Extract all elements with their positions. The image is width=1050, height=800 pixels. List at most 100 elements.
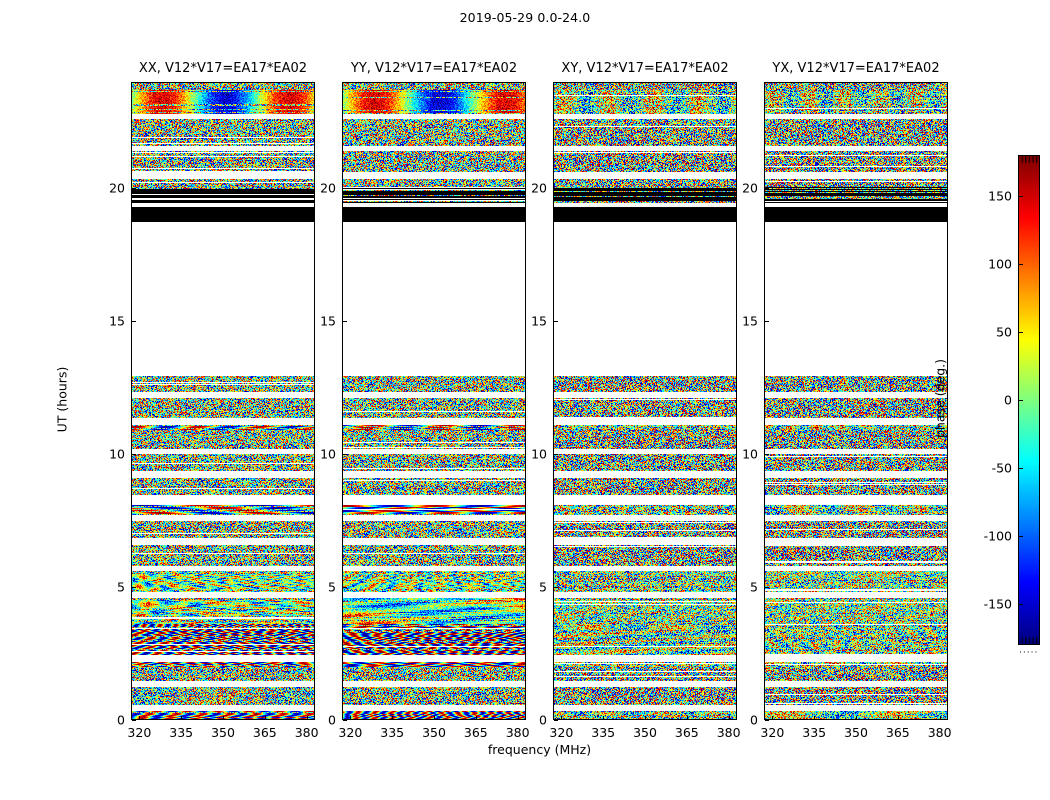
phase-waterfall-xx xyxy=(131,82,315,720)
y-tick-mark xyxy=(343,454,347,456)
x-tick-label: 320 xyxy=(127,725,152,740)
x-tick-label: 335 xyxy=(802,725,827,740)
panel-title-yx: YX, V12*V17=EA17*EA02 xyxy=(772,61,940,76)
x-tick-mark xyxy=(434,716,435,720)
y-tick-label: 15 xyxy=(320,313,336,329)
y-tick-mark xyxy=(554,188,558,190)
y-tick-mark xyxy=(343,587,347,589)
x-tick-mark xyxy=(856,716,857,720)
y-tick-label: 0 xyxy=(117,712,125,728)
colorbar-tick-mark xyxy=(1018,263,1023,265)
y-tick-label: 0 xyxy=(750,712,758,728)
y-tick-label: 20 xyxy=(109,180,125,196)
heatmap-panel-xx[interactable]: XX, V12*V17=EA17*EA02 xyxy=(131,61,315,720)
y-tick-mark xyxy=(343,321,347,323)
x-tick-label: 380 xyxy=(927,725,952,740)
x-tick-mark xyxy=(264,716,266,720)
y-tick-mark xyxy=(765,587,769,589)
x-tick-mark xyxy=(350,716,352,720)
x-tick-label: 335 xyxy=(591,725,616,740)
x-axis-label: frequency (MHz) xyxy=(487,742,592,757)
colorbar-tick-mark xyxy=(1018,536,1023,538)
colorbar-tick-label: 0 xyxy=(1004,392,1012,408)
colorbar-tick-mark xyxy=(1018,331,1023,333)
y-tick-label: 5 xyxy=(328,579,336,595)
y-tick-mark xyxy=(132,321,136,323)
colorbar-tick-mark xyxy=(1018,400,1023,401)
x-tick-label: 335 xyxy=(169,725,194,740)
y-tick-mark xyxy=(554,587,558,589)
colorbar-tick-label: -100 xyxy=(983,528,1012,544)
y-tick-mark xyxy=(554,720,558,721)
x-tick-label: 320 xyxy=(760,725,785,740)
heatmap-panel-xy[interactable]: XY, V12*V17=EA17*EA02 xyxy=(553,61,737,720)
colorbar-end-marker: ····· xyxy=(1019,648,1039,658)
x-tick-mark xyxy=(392,716,394,720)
colorbar-label: phase (deg.) xyxy=(932,359,948,438)
x-tick-label: 380 xyxy=(294,725,319,740)
colorbar-tick-mark xyxy=(1018,468,1023,470)
colorbar-tick-label: 150 xyxy=(988,188,1012,204)
y-tick-mark xyxy=(554,321,558,323)
heatmap-panel-yy[interactable]: YY, V12*V17=EA17*EA02 xyxy=(342,61,526,720)
x-tick-mark xyxy=(645,716,646,720)
y-tick-label: 20 xyxy=(531,180,547,196)
y-tick-label: 0 xyxy=(328,712,336,728)
panel-title-xx: XX, V12*V17=EA17*EA02 xyxy=(138,61,308,76)
y-axis-label: UT (hours) xyxy=(54,366,70,433)
colorbar-tick-label: 100 xyxy=(988,256,1012,272)
x-tick-mark xyxy=(939,716,941,720)
x-tick-label: 350 xyxy=(633,725,657,740)
x-tick-mark xyxy=(897,716,899,720)
y-tick-label: 5 xyxy=(539,579,547,595)
figure-suptitle: 2019-05-29 0.0-24.0 xyxy=(459,10,591,25)
phase-waterfall-yx xyxy=(764,82,948,720)
y-tick-mark xyxy=(132,454,136,456)
y-tick-label: 0 xyxy=(539,712,547,728)
colorbar-tick-label: 50 xyxy=(996,324,1012,340)
x-tick-label: 350 xyxy=(844,725,868,740)
x-tick-mark xyxy=(475,716,477,720)
x-tick-label: 365 xyxy=(252,725,277,740)
x-tick-label: 365 xyxy=(674,725,699,740)
x-tick-label: 350 xyxy=(211,725,235,740)
x-tick-mark xyxy=(139,716,141,720)
y-tick-label: 15 xyxy=(109,313,125,329)
x-tick-mark xyxy=(561,716,563,720)
x-tick-mark xyxy=(603,716,605,720)
x-tick-mark xyxy=(181,716,183,720)
y-tick-mark xyxy=(343,720,347,721)
panel-title-xy: XY, V12*V17=EA17*EA02 xyxy=(561,61,729,76)
x-tick-mark xyxy=(223,716,224,720)
x-tick-mark xyxy=(728,716,730,720)
x-tick-label: 380 xyxy=(505,725,530,740)
y-tick-label: 10 xyxy=(109,446,125,462)
x-tick-mark xyxy=(517,716,519,720)
y-tick-mark xyxy=(765,188,769,190)
y-tick-label: 10 xyxy=(531,446,547,462)
y-tick-label: 15 xyxy=(742,313,758,329)
y-tick-label: 20 xyxy=(320,180,336,196)
y-tick-mark xyxy=(132,720,136,721)
y-tick-label: 5 xyxy=(117,579,125,595)
x-tick-label: 350 xyxy=(422,725,446,740)
colorbar-tick-mark xyxy=(1018,604,1023,606)
y-tick-label: 15 xyxy=(531,313,547,329)
y-tick-mark xyxy=(132,587,136,589)
phase-waterfall-xy xyxy=(553,82,737,720)
colorbar-tick-mark xyxy=(1018,195,1023,197)
x-tick-label: 365 xyxy=(885,725,910,740)
x-tick-mark xyxy=(686,716,688,720)
x-tick-mark xyxy=(772,716,774,720)
x-tick-mark xyxy=(306,716,308,720)
heatmap-panel-yx[interactable]: YX, V12*V17=EA17*EA02 xyxy=(764,61,948,720)
x-tick-label: 380 xyxy=(716,725,741,740)
x-tick-label: 365 xyxy=(463,725,488,740)
y-tick-label: 20 xyxy=(742,180,758,196)
y-tick-mark xyxy=(132,188,136,190)
y-tick-label: 5 xyxy=(750,579,758,595)
y-tick-label: 10 xyxy=(742,446,758,462)
x-tick-label: 320 xyxy=(338,725,363,740)
x-tick-label: 335 xyxy=(380,725,405,740)
